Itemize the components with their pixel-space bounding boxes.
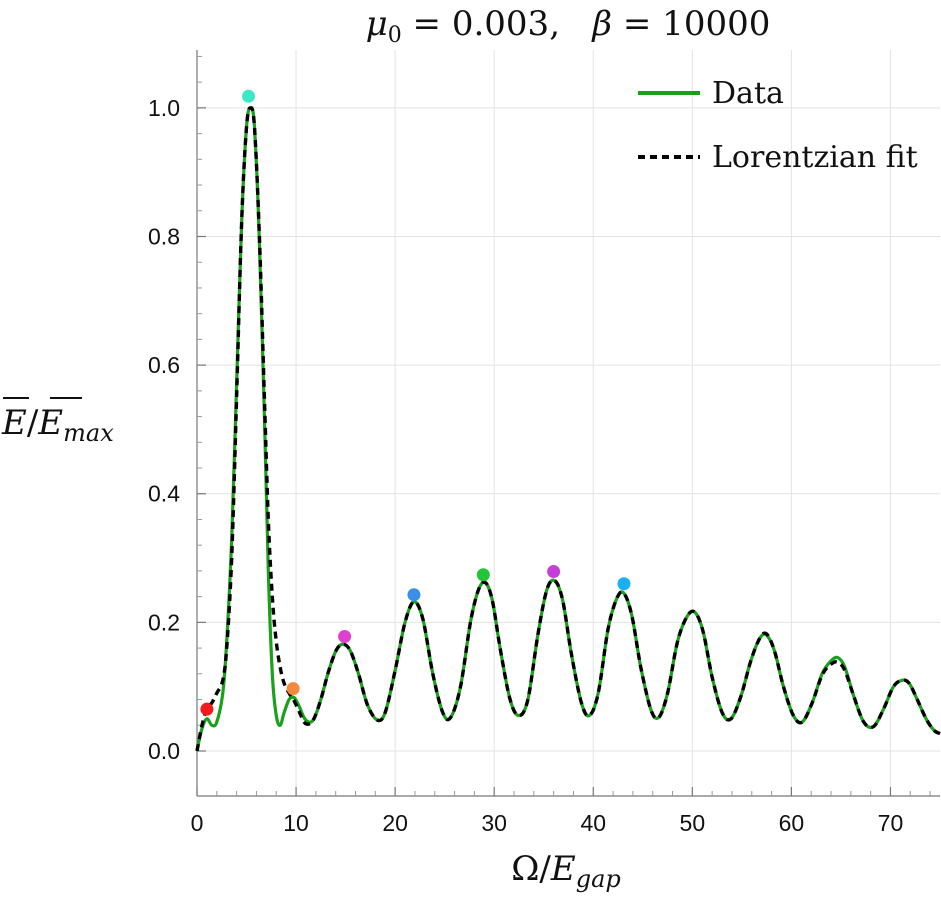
series-group (195, 106, 941, 752)
x-tick-label-7: 70 (878, 810, 904, 836)
grid (196, 50, 940, 796)
x-tick-label-4: 40 (580, 810, 606, 836)
series-line-lorentzian-fit (195, 106, 941, 752)
x-tick-label-0: 0 (191, 810, 204, 836)
x-tick-label-1: 10 (283, 810, 309, 836)
y-tick-label-4: 0.8 (148, 224, 180, 250)
x-tick-label-6: 60 (779, 810, 805, 836)
legend: Data Lorentzian fit (638, 76, 918, 175)
ticks: 0 10 20 30 40 50 60 70 0.0 0.2 0.4 0.6 0.8 1.0 (148, 55, 931, 836)
marker-point-3 (338, 630, 352, 644)
x-tick-label-3: 30 (481, 810, 507, 836)
marker-point-5 (476, 568, 490, 582)
chart-title: μ0 = 0.003, β = 10000 (366, 4, 771, 48)
marker-point-7 (617, 577, 631, 591)
marker-point-0 (200, 702, 214, 716)
axes (196, 50, 940, 797)
legend-label-data: Data (712, 76, 784, 111)
x-tick-label-2: 20 (382, 810, 408, 836)
y-axis-label: E/Emax (1, 397, 114, 447)
series-line-data (195, 106, 941, 752)
x-axis-label: Ω/Egap (511, 849, 621, 893)
marker-point-2 (286, 682, 300, 696)
marker-group (200, 89, 631, 716)
y-label-text: E/Emax (1, 403, 114, 447)
marker-point-6 (547, 565, 561, 579)
y-tick-label-1: 0.2 (148, 609, 180, 635)
y-tick-label-3: 0.6 (148, 352, 180, 378)
y-tick-label-2: 0.4 (148, 481, 180, 507)
marker-point-1 (242, 89, 256, 103)
marker-point-4 (407, 588, 421, 602)
y-tick-label-5: 1.0 (148, 95, 180, 121)
x-tick-label-5: 50 (680, 810, 706, 836)
y-tick-label-0: 0.0 (148, 738, 180, 764)
legend-label-fit: Lorentzian fit (712, 140, 918, 175)
